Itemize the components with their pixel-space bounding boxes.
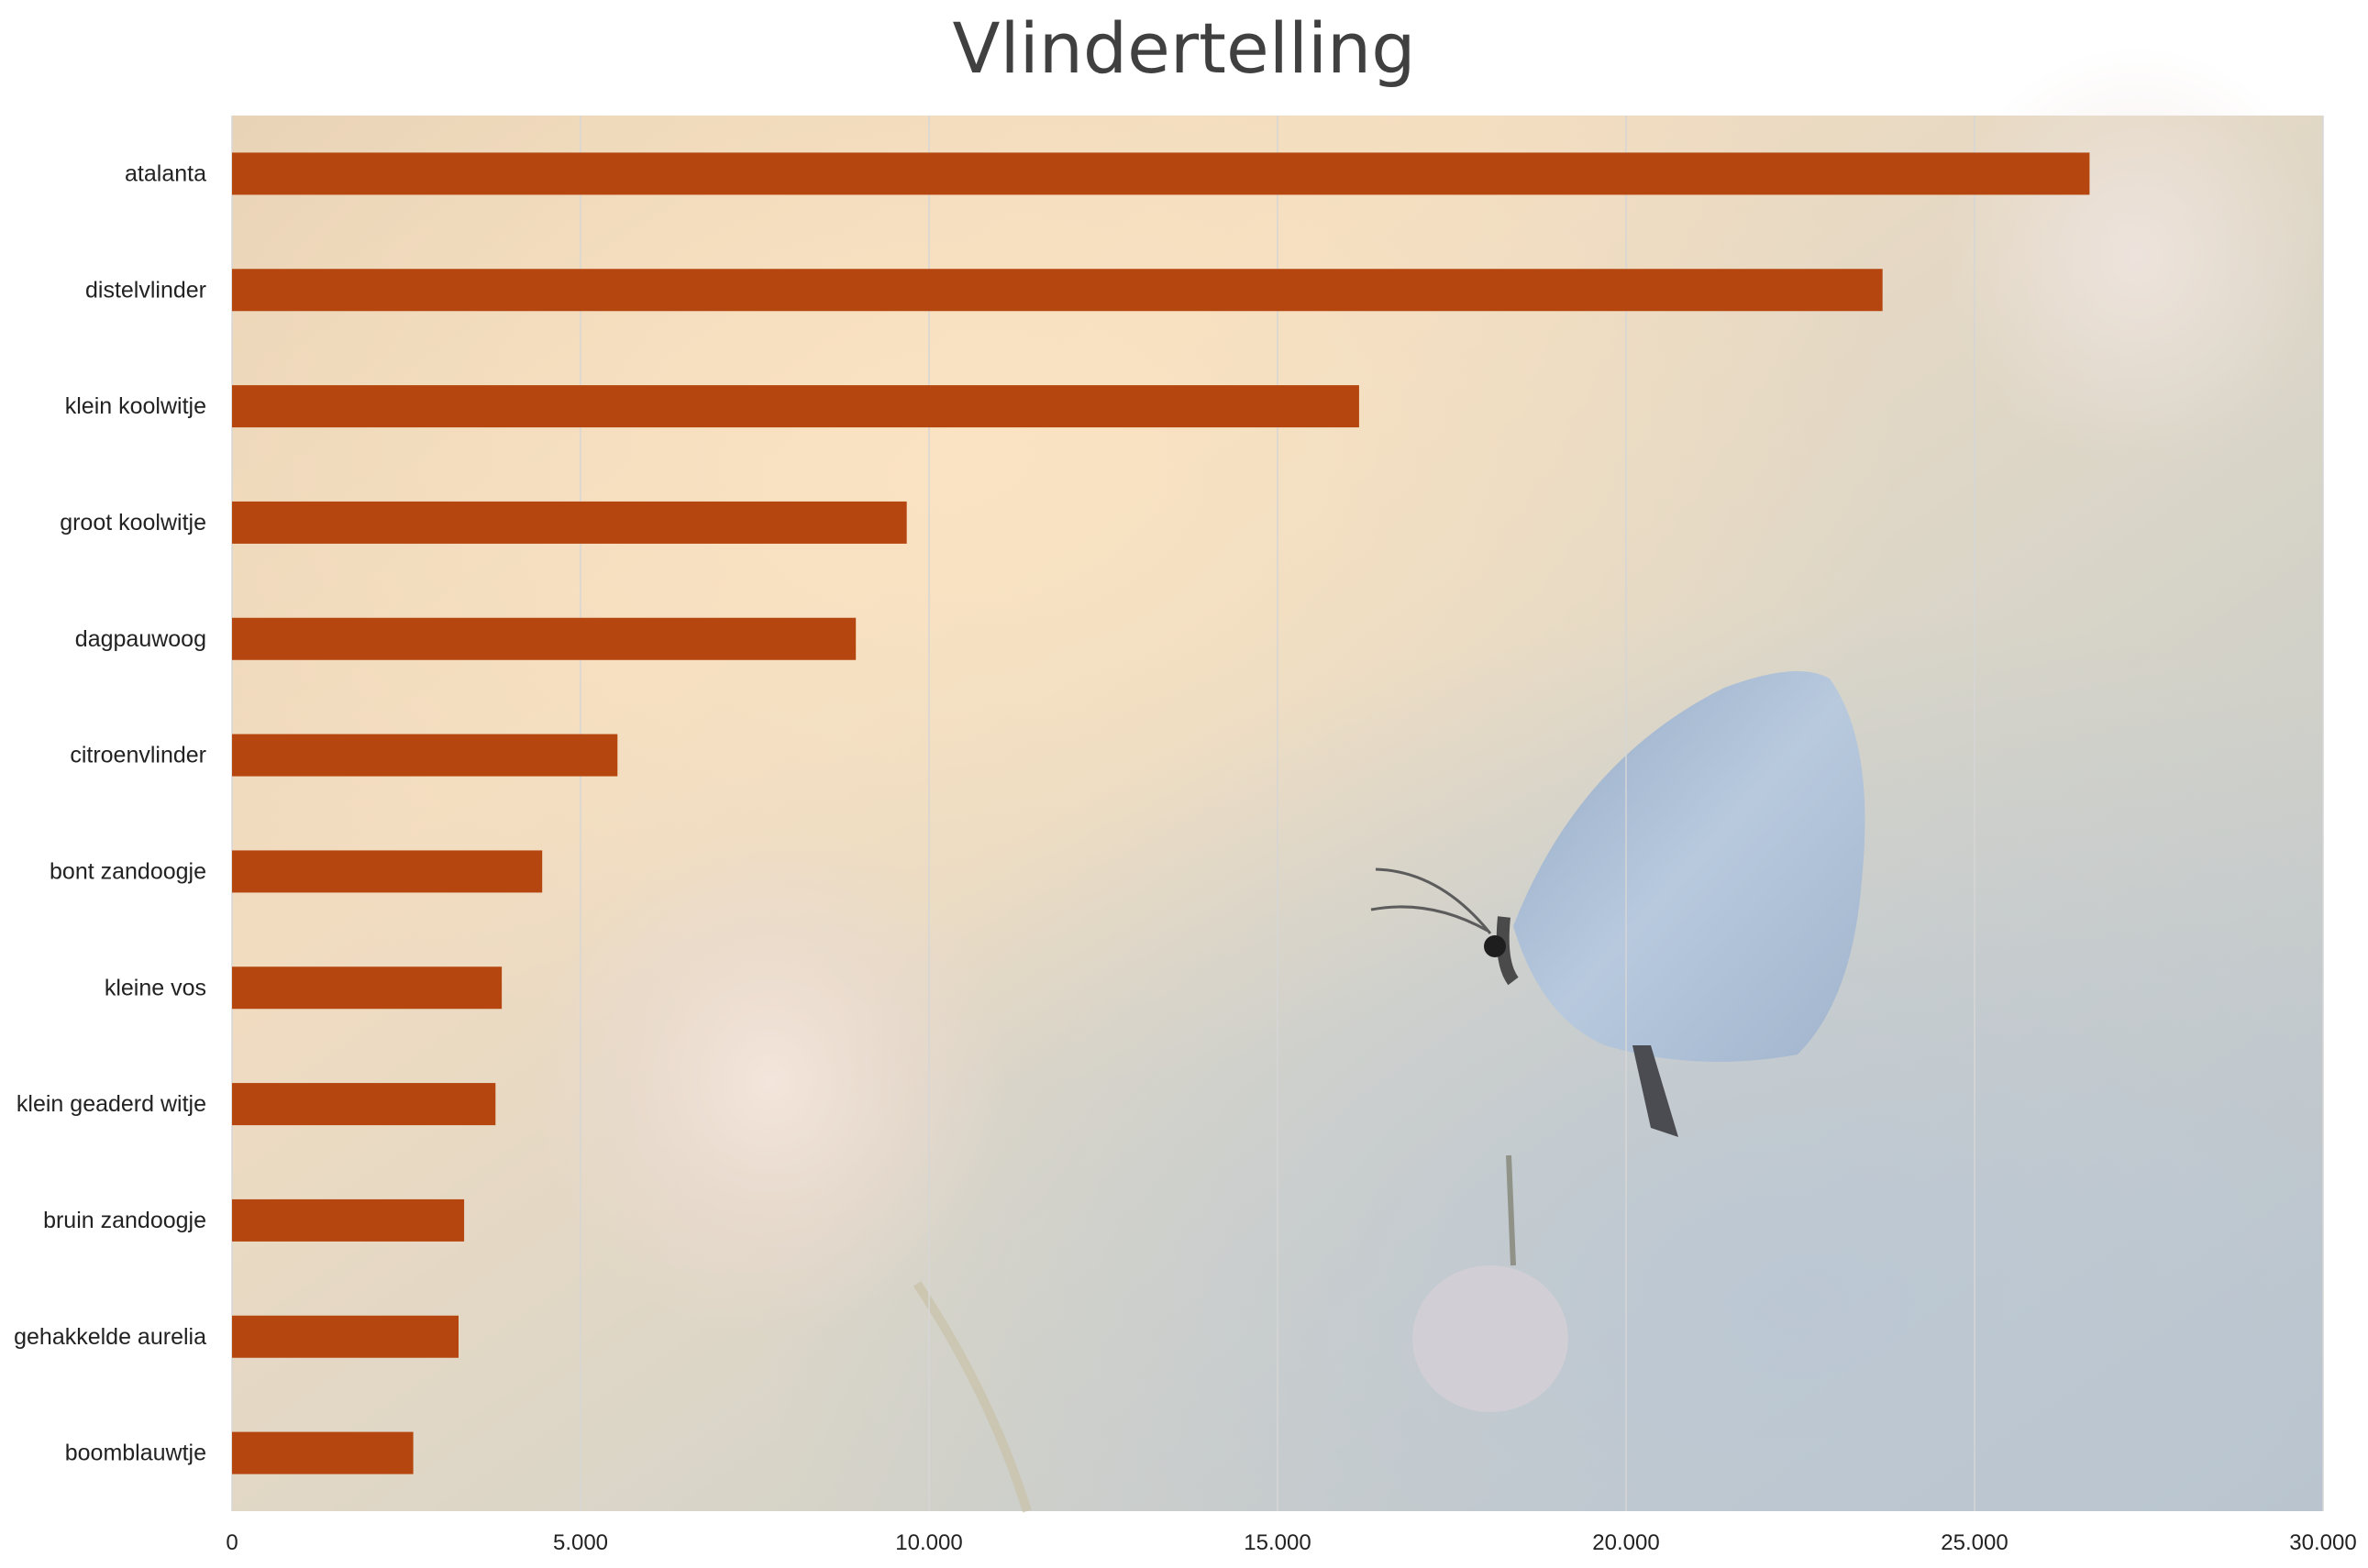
bar: [232, 1315, 459, 1358]
bar: [232, 501, 907, 544]
x-gridlines: [231, 116, 2324, 1511]
category-label: klein koolwitje: [65, 393, 206, 419]
x-tick-label: 30.000: [2289, 1530, 2356, 1555]
category-label: bruin zandoogje: [43, 1208, 206, 1233]
category-label: bont zandoogje: [50, 858, 206, 884]
bar: [232, 734, 618, 777]
category-label: groot koolwitje: [60, 510, 206, 536]
x-tick-label: 20.000: [1592, 1530, 1659, 1555]
bar: [232, 1431, 414, 1474]
x-tick-label: 5.000: [553, 1530, 608, 1555]
x-tick-label: 25.000: [1941, 1530, 2008, 1555]
category-label: boomblauwtje: [65, 1441, 206, 1466]
bar: [232, 966, 503, 1010]
category-label: atalanta: [125, 160, 206, 186]
bar: [232, 269, 1883, 312]
bar: [232, 1083, 496, 1126]
bar: [232, 385, 1359, 428]
category-label: distelvlinder: [85, 277, 206, 303]
bars: [232, 152, 2090, 1474]
bar: [232, 617, 857, 660]
x-tick-label: 10.000: [895, 1530, 962, 1555]
chart-title: Vlindertelling: [952, 7, 1416, 89]
bar: [232, 152, 2090, 195]
x-tick-labels: 0 5.000 10.000 15.000 20.000 25.000 30.000: [226, 1530, 2356, 1555]
category-labels: atalanta distelvlinder klein koolwitje groo…: [14, 160, 206, 1465]
category-label: kleine vos: [105, 975, 206, 1000]
category-label: dagpauwoog: [75, 626, 206, 652]
category-label: gehakkelde aurelia: [14, 1324, 206, 1350]
plot-background-photo: [232, 46, 2329, 1513]
butterfly-illustration: [1370, 671, 1865, 1137]
x-tick-label: 15.000: [1244, 1530, 1311, 1555]
category-label: klein geaderd witje: [17, 1091, 206, 1117]
category-label: citroenvlinder: [70, 743, 206, 768]
bar: [232, 850, 543, 893]
x-tick-label: 0: [226, 1530, 238, 1555]
bar: [232, 1198, 465, 1242]
